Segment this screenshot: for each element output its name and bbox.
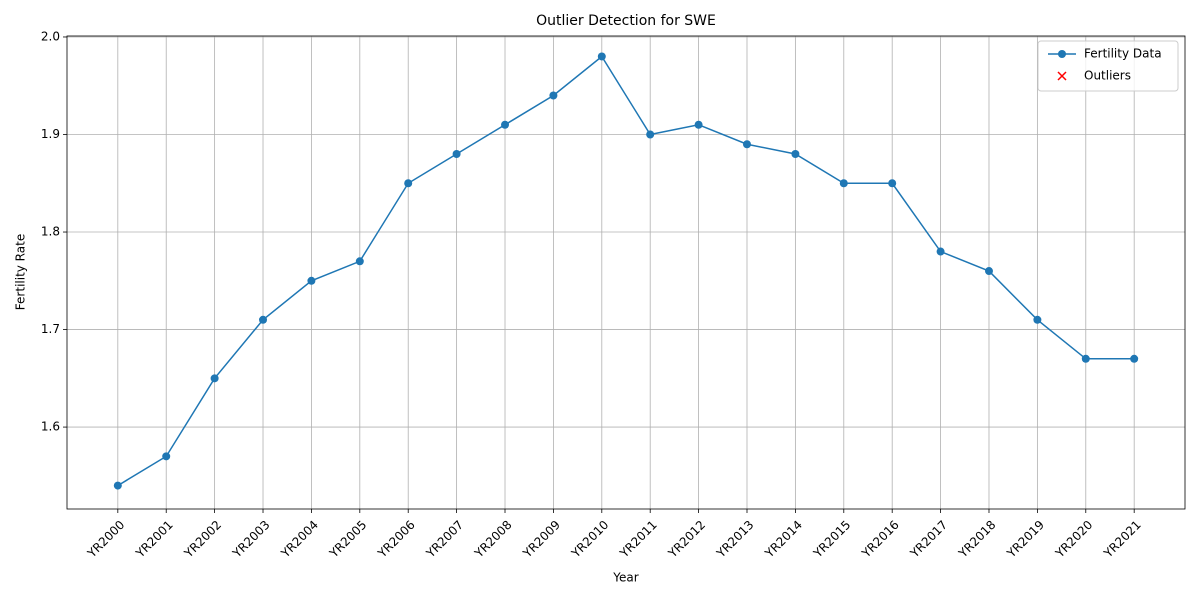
x-axis-label: Year <box>612 571 638 585</box>
data-point <box>742 140 751 149</box>
data-point <box>210 374 219 383</box>
data-line <box>117 55 1135 487</box>
data-point <box>1033 315 1042 324</box>
data-point <box>113 481 122 490</box>
data-point <box>549 91 558 100</box>
data-point <box>984 267 993 276</box>
legend-marker <box>1058 50 1066 58</box>
data-point <box>307 276 316 285</box>
data-point <box>839 179 848 188</box>
chart-title: Outlier Detection for SWE <box>536 13 716 29</box>
data-point <box>404 179 413 188</box>
data-point <box>791 150 800 159</box>
data-point <box>1130 354 1139 363</box>
y-tick-label: 1.7 <box>41 322 60 336</box>
data-point <box>162 452 171 461</box>
data-point <box>452 150 461 159</box>
y-axis-label: Fertility Rate <box>14 234 28 310</box>
data-point <box>259 315 268 324</box>
data-point <box>888 179 897 188</box>
y-tick-label: 1.9 <box>41 127 60 141</box>
y-tick-label: 2.0 <box>41 29 60 43</box>
data-point <box>355 257 364 266</box>
y-tick-label: 1.6 <box>41 420 60 434</box>
data-point <box>694 120 703 129</box>
data-point <box>501 120 510 129</box>
legend-label: Outliers <box>1084 69 1131 83</box>
data-point <box>597 52 606 61</box>
outlier-point <box>1057 71 1067 81</box>
data-point <box>646 130 655 139</box>
data-point <box>936 247 945 256</box>
y-tick-label: 1.8 <box>41 225 60 239</box>
legend-label: Fertility Data <box>1084 47 1162 61</box>
plot-frame <box>66 35 1186 510</box>
data-point <box>1081 354 1090 363</box>
x-marker <box>1057 71 1067 81</box>
